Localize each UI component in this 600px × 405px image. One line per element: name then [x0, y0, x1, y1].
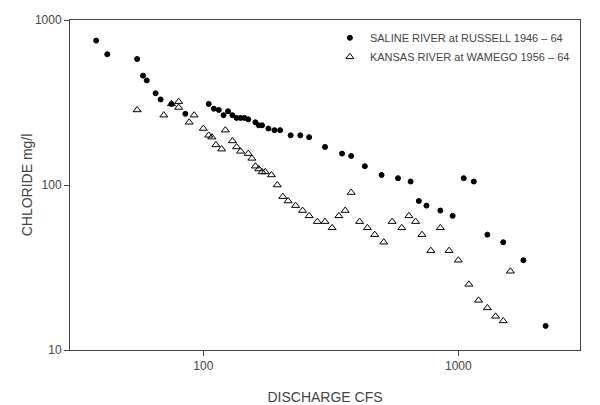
svg-text:1000: 1000: [445, 359, 472, 373]
svg-text:KANSAS RIVER at WAMEGO 1956 –: KANSAS RIVER at WAMEGO 1956 – 64: [370, 51, 570, 63]
svg-text:DISCHARGE CFS: DISCHARGE CFS: [267, 389, 382, 405]
svg-text:100: 100: [42, 178, 62, 192]
svg-text:1000: 1000: [35, 13, 62, 27]
svg-text:CHLORIDE mg/l: CHLORIDE mg/l: [19, 134, 35, 237]
svg-text:10: 10: [48, 343, 62, 357]
svg-text:100: 100: [193, 359, 213, 373]
svg-text:SALINE RIVER at RUSSELL 1946 –: SALINE RIVER at RUSSELL 1946 – 64: [370, 32, 563, 44]
